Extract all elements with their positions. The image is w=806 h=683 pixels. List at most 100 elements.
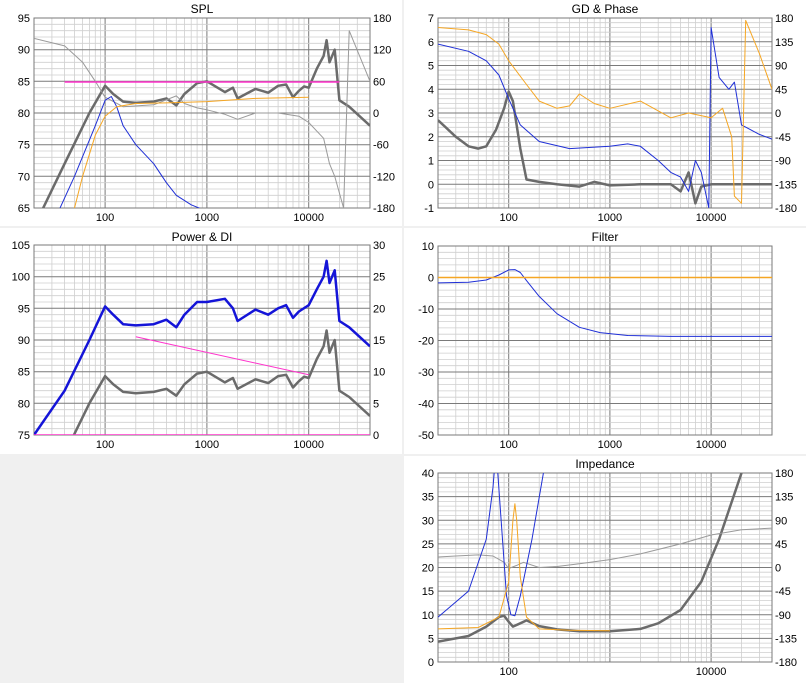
impedance-y2-tick-label: -90 (775, 610, 791, 622)
gd_phase-y2-tick-label: 135 (775, 37, 793, 49)
power_di-y-tick-label: 75 (18, 430, 30, 442)
power_di-y2-tick-label: 20 (373, 303, 385, 315)
impedance-y-tick-label: 25 (422, 539, 434, 551)
gd_phase-x-tick-label: 1000 (598, 212, 622, 224)
filter-title: Filter (592, 230, 619, 244)
plot-frame (437, 17, 773, 209)
spl-y2-tick-label: 60 (373, 76, 385, 88)
power_di-series-2-line (135, 336, 309, 376)
filter-y-tick-label: 10 (422, 241, 434, 253)
spl-y-tick-label: 90 (18, 45, 30, 57)
gd_phase-y2-tick-label: -180 (775, 203, 797, 215)
spl-x-tick-label: 100 (96, 212, 114, 224)
gd_phase-x-tick-label: 10000 (696, 212, 727, 224)
gd_phase-series-0-line (438, 90, 772, 205)
power_di-y-tick-label: 80 (18, 398, 30, 410)
impedance-y2-tick-label: 90 (775, 515, 787, 527)
power_di-y-tick-label: 90 (18, 335, 30, 347)
power_di-grid (33, 244, 371, 436)
gd_phase-y2-tick-label: -135 (775, 179, 797, 191)
filter-y-tick-label: 0 (428, 273, 434, 285)
power_di-series-1-line (72, 329, 370, 435)
gd_phase-y-tick-label: 4 (428, 84, 434, 96)
spl-y2-tick-label: -180 (373, 203, 395, 215)
gd_phase-series-2-line (438, 19, 772, 204)
filter-y-tick-label: -40 (418, 399, 434, 411)
filter-y-tick-label: -50 (418, 430, 434, 442)
impedance-chart: Impedance 0 5 10 15 20 25 30 35 40 -180 -135 -90 -45 0… (422, 457, 797, 678)
gd_phase-y-tick-label: 2 (428, 132, 434, 144)
impedance-y-tick-label: 10 (422, 610, 434, 622)
gd_phase-y-tick-label: 0 (428, 179, 434, 191)
power_di-y-tick-label: 100 (12, 272, 30, 284)
impedance-y-tick-label: 35 (422, 492, 434, 504)
gd_phase-y-tick-label: 5 (428, 61, 434, 73)
impedance-series-0-line (438, 473, 743, 643)
power_di-y2-tick-label: 5 (373, 398, 379, 410)
filter-x-tick-label: 10000 (696, 439, 727, 451)
filter-y-tick-label: -10 (418, 304, 434, 316)
filter-y-tick-label: -30 (418, 367, 434, 379)
gd_phase-y2-tick-label: 180 (775, 13, 793, 25)
power_di-y-tick-label: 85 (18, 367, 30, 379)
spl-series-2-line (59, 96, 201, 208)
impedance-y-tick-label: 5 (428, 633, 434, 645)
impedance-series-1-line (438, 527, 772, 569)
gd_phase-y2-tick-label: 45 (775, 84, 787, 96)
gd_phase-chart: GD & Phase-101234567-180-135-90-45045901… (424, 2, 797, 224)
impedance-series-2-line (438, 473, 544, 618)
filter-chart: Filter -50 -40 -30 -20 -10 0 10 100 1000 10000 (418, 230, 773, 451)
spl-y-tick-label: 75 (18, 140, 30, 152)
spl-y-tick-label: 80 (18, 108, 30, 120)
gd_phase-series-1-line (438, 27, 772, 208)
gd_phase-x-tick-label: 100 (500, 212, 518, 224)
impedance-y2-tick-label: 180 (775, 468, 793, 480)
spl-x-tick-label: 10000 (293, 212, 324, 224)
spl-y2-tick-label: 120 (373, 45, 391, 57)
power_di-series-0-line (34, 259, 370, 435)
filter-grid (437, 245, 773, 436)
power_di-y-tick-label: 95 (18, 303, 30, 315)
spl-series-group (34, 30, 370, 208)
spl-series-3-line (74, 96, 309, 208)
power_di-y2-tick-label: 25 (373, 272, 385, 284)
gd_phase-y-tick-label: 6 (428, 37, 434, 49)
power_di-chart: Power & DI 75 80 85 90 95 100 105 0 5 10 15 20 25 30 10… (12, 230, 386, 451)
gd_phase-grid (437, 17, 773, 209)
gd_phase-series-group (438, 19, 772, 208)
power_di-y2-tick-label: 10 (373, 367, 385, 379)
power_di-x-tick-label: 100 (96, 439, 114, 451)
impedance-title: Impedance (575, 457, 635, 471)
impedance-y2-tick-label: 135 (775, 492, 793, 504)
power_di-title: Power & DI (172, 230, 233, 244)
spl-y-tick-label: 95 (18, 13, 30, 25)
spl-y-tick-label: 70 (18, 171, 30, 183)
spl-series-0-line (41, 38, 370, 208)
spl-y2-tick-label: 180 (373, 13, 391, 25)
plot-frame (33, 17, 371, 209)
spl-chart: SPL 65 70 75 80 85 90 95 -180 -120 -60 0 60 120 180 100… (18, 2, 395, 224)
impedance-grid (437, 472, 773, 663)
impedance-y2-tick-label: -135 (775, 633, 797, 645)
power_di-y2-tick-label: 30 (373, 240, 385, 252)
plot-frame (437, 245, 773, 436)
gd_phase-y-tick-label: 7 (428, 13, 434, 25)
impedance-series-group (438, 473, 772, 643)
filter-series-0-line (438, 269, 772, 337)
spl-y-tick-label: 65 (18, 203, 30, 215)
impedance-y-tick-label: 0 (428, 657, 434, 669)
spl-y-tick-label: 85 (18, 76, 30, 88)
spl-grid (33, 17, 371, 209)
impedance-y2-tick-label: -180 (775, 657, 797, 669)
power_di-y2-tick-label: 0 (373, 430, 379, 442)
gd_phase-y2-tick-label: -90 (775, 156, 791, 168)
impedance-x-tick-label: 100 (500, 666, 518, 678)
spl-y2-tick-label: -120 (373, 171, 395, 183)
filter-x-tick-label: 100 (500, 439, 518, 451)
impedance-y-tick-label: 15 (422, 586, 434, 598)
spl-title: SPL (191, 2, 214, 16)
impedance-series-3-line (438, 503, 610, 632)
impedance-y2-tick-label: 45 (775, 539, 787, 551)
impedance-y2-tick-label: -45 (775, 586, 791, 598)
